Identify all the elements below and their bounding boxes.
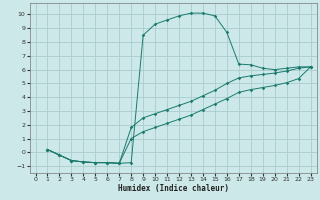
X-axis label: Humidex (Indice chaleur): Humidex (Indice chaleur)	[117, 184, 228, 193]
